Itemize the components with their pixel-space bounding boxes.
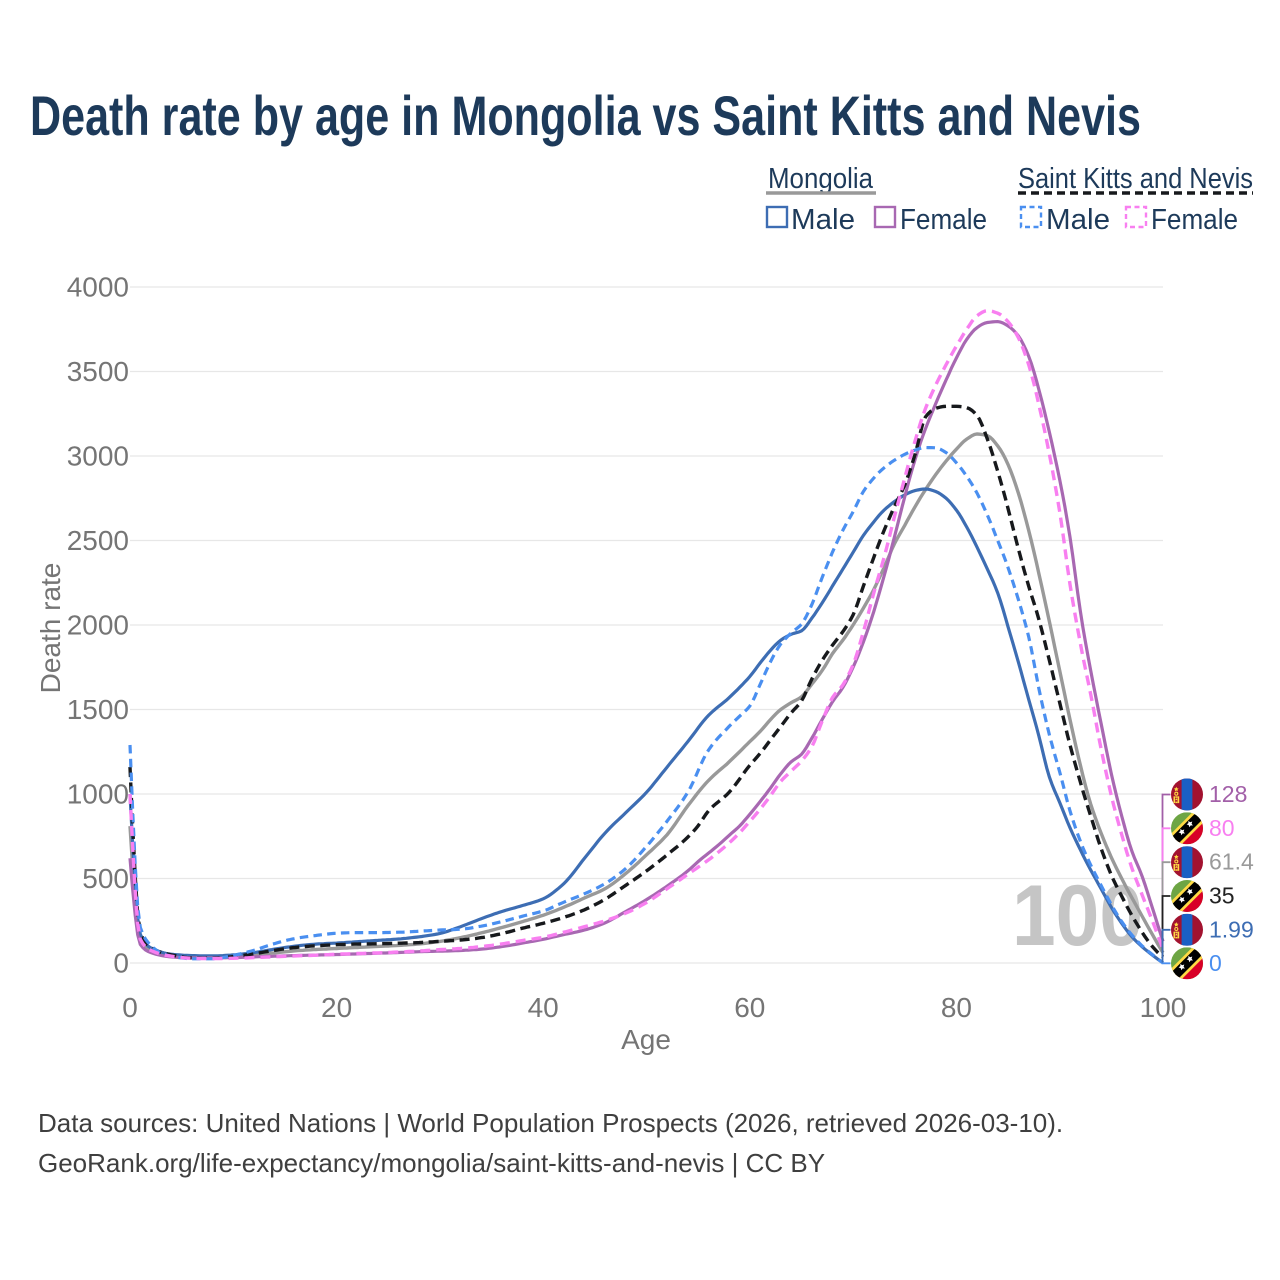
- svg-text:Death rate by age in Mongolia: Death rate by age in Mongolia vs Saint K…: [30, 84, 1141, 147]
- svg-text:4000: 4000: [67, 272, 129, 303]
- svg-text:2500: 2500: [67, 525, 129, 556]
- svg-text:100: 100: [1012, 868, 1143, 964]
- svg-text:1500: 1500: [67, 694, 129, 725]
- svg-text:20: 20: [321, 992, 352, 1023]
- svg-text:61.4: 61.4: [1209, 849, 1254, 875]
- svg-text:35: 35: [1209, 883, 1235, 909]
- svg-text:Female: Female: [1151, 204, 1238, 236]
- svg-text:Age: Age: [621, 1024, 671, 1055]
- svg-text:Saint Kitts and Nevis: Saint Kitts and Nevis: [1018, 163, 1253, 195]
- svg-text:3000: 3000: [67, 441, 129, 472]
- svg-text:2000: 2000: [67, 610, 129, 641]
- svg-text:Male: Male: [791, 204, 855, 236]
- svg-text:40: 40: [528, 992, 559, 1023]
- svg-text:Death rate: Death rate: [35, 563, 66, 694]
- svg-text:Male: Male: [1046, 204, 1110, 236]
- svg-text:60: 60: [734, 992, 765, 1023]
- svg-text:Data sources: United Nations |: Data sources: United Nations | World Pop…: [38, 1108, 1063, 1138]
- svg-text:Female: Female: [900, 204, 987, 236]
- svg-text:3500: 3500: [67, 356, 129, 387]
- svg-text:80: 80: [1209, 815, 1235, 841]
- svg-text:0: 0: [1209, 950, 1222, 976]
- svg-text:128: 128: [1209, 781, 1247, 807]
- svg-text:500: 500: [82, 863, 129, 894]
- svg-text:Mongolia: Mongolia: [768, 163, 874, 195]
- svg-text:0: 0: [122, 992, 138, 1023]
- svg-text:80: 80: [941, 992, 972, 1023]
- svg-text:100: 100: [1140, 992, 1187, 1023]
- svg-text:1000: 1000: [67, 779, 129, 810]
- svg-text:0: 0: [113, 948, 129, 979]
- svg-text:GeoRank.org/life-expectancy/mo: GeoRank.org/life-expectancy/mongolia/sai…: [38, 1148, 825, 1178]
- svg-text:1.99: 1.99: [1209, 916, 1254, 942]
